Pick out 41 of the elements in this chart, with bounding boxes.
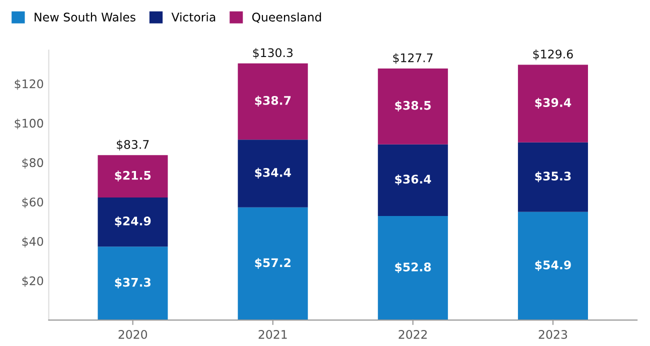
bar	[98, 198, 168, 247]
total-label: $129.6	[533, 49, 573, 60]
bar	[238, 63, 308, 140]
data-label: $52.8	[395, 262, 431, 274]
data-label: $24.9	[115, 216, 151, 228]
bar	[378, 216, 448, 320]
legend-label: Queensland	[252, 12, 321, 23]
data-label: $37.3	[115, 278, 151, 288]
y-tick-label: $80	[22, 158, 44, 169]
data-label: $57.2	[255, 258, 290, 269]
total-label: $83.7	[116, 140, 149, 151]
data-label: $36.4	[395, 174, 432, 186]
data-label: $35.3	[535, 171, 571, 182]
x-tick-label: 2022	[398, 330, 427, 339]
x-tick-label: 2023	[538, 330, 568, 339]
data-label: $38.7	[255, 96, 291, 106]
bar	[378, 68, 448, 144]
y-tick-label: $60	[22, 197, 44, 208]
bar	[238, 207, 308, 320]
bar	[238, 140, 308, 208]
bar	[98, 246, 168, 320]
data-label: $39.4	[535, 98, 572, 109]
legend-label: Victoria	[171, 12, 216, 22]
data-label: $38.5	[395, 100, 431, 112]
y-tick-label: $20	[22, 276, 44, 287]
data-label: $34.4	[255, 168, 291, 178]
total-label: $127.7	[393, 53, 433, 64]
x-tick-label: 2020	[118, 330, 148, 339]
bar	[378, 144, 448, 216]
total-label: $130.3	[253, 48, 293, 59]
bar	[518, 212, 588, 320]
y-tick-label: $120	[14, 79, 44, 90]
bar	[518, 142, 588, 212]
y-tick-label: $40	[22, 236, 44, 248]
legend-label: New South Wales	[34, 12, 136, 22]
y-tick-label: $100	[14, 118, 44, 130]
bar	[98, 155, 168, 198]
x-tick-label: 2021	[258, 330, 287, 339]
data-label: $54.9	[535, 260, 571, 271]
data-label: $21.5	[115, 170, 151, 182]
bar	[518, 64, 588, 142]
